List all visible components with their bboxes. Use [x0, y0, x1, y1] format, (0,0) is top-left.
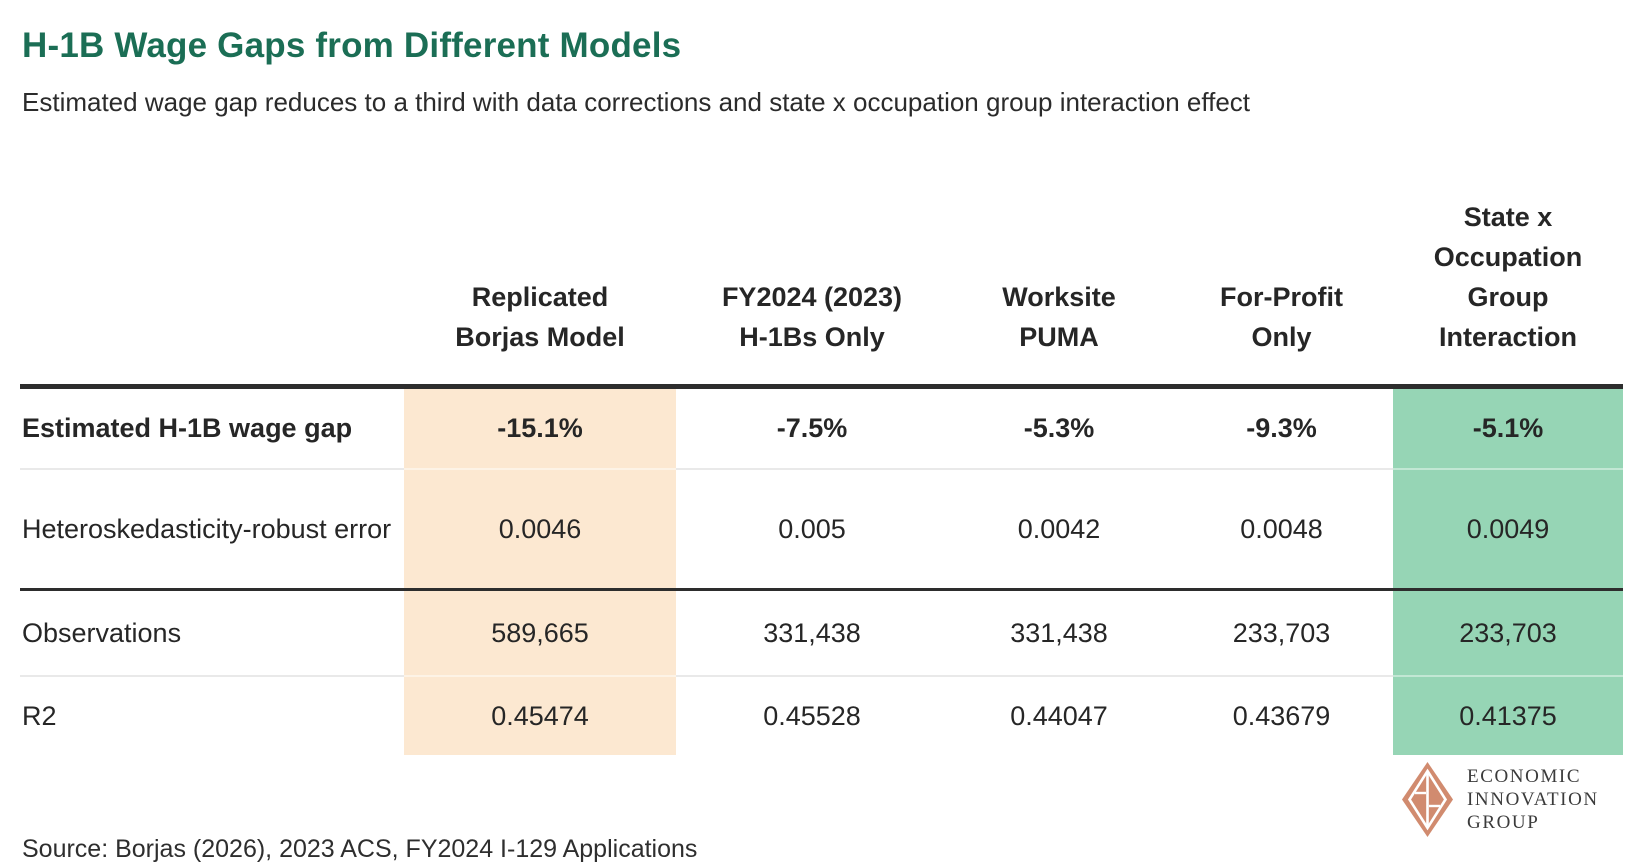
source-note: Source: Borjas (2026), 2023 ACS, FY2024 … [22, 835, 698, 863]
row-label: Observations [20, 588, 404, 676]
table-cell: -5.1% [1393, 386, 1623, 469]
table-cell: -5.3% [1023, 413, 1095, 443]
table-cell: 0.005 [676, 468, 948, 590]
table-row-wage-gap: Estimated H-1B wage gap -15.1% -7.5% -5.… [20, 386, 1623, 469]
column-header-empty [20, 118, 404, 387]
table-row-r2: R2 0.45474 0.45528 0.44047 0.43679 0.413… [20, 675, 1623, 755]
table-row-robust-error: Heteroskedasticity-robust error 0.0046 0… [20, 468, 1623, 590]
column-header-replicated-borjas: Replicated Borjas Model [455, 282, 625, 352]
column-header-fy2024-h1bs: FY2024 (2023) H-1Bs Only [721, 282, 903, 352]
table-cell: 0.0049 [1393, 468, 1623, 590]
table-cell: 0.0046 [404, 468, 676, 590]
column-header-worksite-puma: Worksite PUMA [1002, 282, 1116, 352]
row-label: Heteroskedasticity-robust error [20, 468, 404, 590]
table-cell: 0.45474 [404, 675, 676, 755]
table-cell: 0.45528 [676, 675, 948, 755]
table-cell: 331,438 [948, 588, 1170, 676]
table-cell: 233,703 [1170, 588, 1393, 676]
table-cell: 331,438 [676, 588, 948, 676]
table-cell: 0.43679 [1170, 675, 1393, 755]
table-cell: 589,665 [404, 588, 676, 676]
eig-diamond-icon [1402, 762, 1453, 837]
column-header-state-occupation: State x Occupation Group Interaction [1433, 202, 1583, 352]
table-row-observations: Observations 589,665 331,438 331,438 233… [20, 588, 1623, 676]
row-label: R2 [20, 675, 404, 755]
column-header-for-profit: For-Profit Only [1220, 282, 1343, 352]
table-cell: 0.44047 [948, 675, 1170, 755]
table-cell: -7.5% [776, 413, 848, 443]
row-label: Estimated H-1B wage gap [22, 413, 353, 443]
eig-wordmark: ECONOMIC INNOVATION GROUP [1467, 766, 1599, 833]
table-cell: 233,703 [1393, 588, 1623, 676]
table-cell: 0.41375 [1393, 675, 1623, 755]
table-cell: -15.1% [404, 386, 676, 469]
header-row: Replicated Borjas Model FY2024 (2023) H-… [20, 118, 1623, 387]
wage-gap-table: Replicated Borjas Model FY2024 (2023) H-… [20, 118, 1623, 755]
table-cell: 0.0042 [948, 468, 1170, 590]
table-cell: 0.0048 [1170, 468, 1393, 590]
page-subtitle: Estimated wage gap reduces to a third wi… [22, 87, 1251, 117]
page-title: H-1B Wage Gaps from Different Models [22, 26, 682, 65]
eig-logo: ECONOMIC INNOVATION GROUP [1402, 762, 1599, 837]
table-cell: -9.3% [1246, 413, 1317, 443]
